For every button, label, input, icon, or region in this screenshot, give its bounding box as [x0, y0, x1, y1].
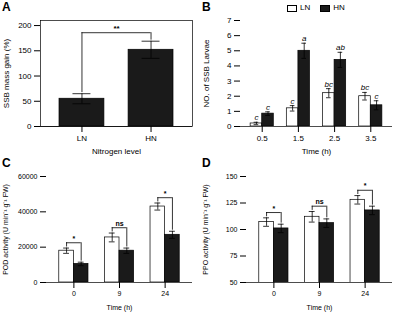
svg-text:0: 0 [272, 290, 276, 297]
svg-text:50: 50 [230, 279, 238, 286]
svg-text:24: 24 [361, 290, 369, 297]
html-text:A: A [2, 0, 11, 14]
svg-text:**: ** [113, 24, 120, 33]
svg-text:NO. of SSB Larvae: NO. of SSB Larvae [202, 39, 211, 108]
svg-text:2.5: 2.5 [329, 134, 341, 143]
html-text:D: D [202, 156, 211, 170]
svg-text:50: 50 [23, 97, 32, 106]
svg-text:Time (h): Time (h) [302, 147, 332, 156]
svg-text:a: a [302, 34, 307, 43]
svg-text:HN: HN [145, 134, 157, 143]
svg-text:150: 150 [226, 173, 238, 180]
svg-text:*: * [164, 190, 167, 197]
svg-text:24: 24 [161, 290, 169, 297]
svg-text:9: 9 [318, 290, 322, 297]
svg-text:75: 75 [230, 252, 238, 259]
svg-text:6: 6 [227, 31, 232, 40]
svg-text:PPO activity (U min⁻¹ g⁻¹ FW): PPO activity (U min⁻¹ g⁻¹ FW) [202, 184, 210, 274]
svg-text:c: c [375, 92, 379, 101]
svg-text:*: * [73, 235, 76, 242]
html-text:LN: LN [300, 3, 311, 12]
svg-text:ns: ns [315, 198, 323, 205]
svg-text:3.5: 3.5 [365, 134, 377, 143]
svg-text:c: c [254, 113, 258, 122]
svg-text:5: 5 [227, 46, 232, 55]
svg-text:0: 0 [227, 122, 232, 131]
svg-text:Nitrogen level: Nitrogen level [92, 147, 141, 156]
svg-text:150: 150 [18, 46, 32, 55]
html-text:HN: HN [333, 3, 345, 12]
svg-text:1: 1 [227, 107, 232, 116]
svg-text:ab: ab [336, 43, 345, 52]
svg-text:40000: 40000 [18, 208, 38, 215]
svg-text:LN: LN [77, 134, 87, 143]
svg-text:Time (h): Time (h) [107, 304, 133, 312]
svg-text:9: 9 [118, 290, 122, 297]
svg-text:4: 4 [227, 61, 232, 70]
svg-text:125: 125 [226, 199, 238, 206]
svg-text:100: 100 [226, 226, 238, 233]
svg-text:SSB mass gain (%): SSB mass gain (%) [2, 38, 11, 108]
svg-text:bc: bc [361, 83, 369, 92]
svg-text:200: 200 [18, 21, 32, 30]
svg-text:ns: ns [115, 220, 123, 227]
svg-text:100: 100 [18, 72, 32, 81]
svg-text:20000: 20000 [18, 243, 38, 250]
svg-text:0: 0 [72, 290, 76, 297]
svg-text:7: 7 [227, 16, 232, 25]
svg-text:0: 0 [34, 279, 38, 286]
svg-text:bc: bc [325, 80, 333, 89]
svg-text:*: * [364, 182, 367, 189]
svg-text:Time (h): Time (h) [307, 304, 333, 312]
svg-text:1.5: 1.5 [293, 134, 305, 143]
html-text:B: B [202, 0, 211, 14]
svg-text:0.5: 0.5 [257, 134, 269, 143]
svg-text:2: 2 [227, 92, 232, 101]
svg-text:0: 0 [27, 122, 32, 131]
svg-text:60000: 60000 [18, 173, 38, 180]
svg-text:POD activity (U min⁻¹ g⁻¹ FW): POD activity (U min⁻¹ g⁻¹ FW) [2, 184, 10, 275]
svg-text:*: * [273, 205, 276, 212]
html-text:C: C [2, 156, 11, 170]
svg-text:c: c [291, 97, 295, 106]
svg-text:c: c [266, 103, 270, 112]
svg-text:3: 3 [227, 77, 232, 86]
